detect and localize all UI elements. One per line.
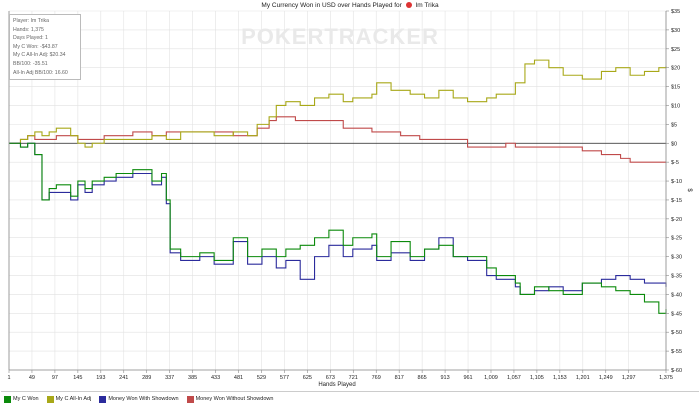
- y-tick-label: $0: [671, 141, 677, 147]
- y-tick-label: $-30: [671, 255, 682, 261]
- x-tick-label: 1,009: [484, 375, 498, 381]
- y-tick-label: $-55: [671, 349, 682, 355]
- x-tick-label: 289: [142, 375, 151, 381]
- x-tick-label: 721: [349, 375, 358, 381]
- x-tick-label: 97: [52, 375, 58, 381]
- x-tick-label: 193: [96, 375, 105, 381]
- x-tick-label: 1,249: [599, 375, 613, 381]
- stats-box: Player: Im Trika Hands: 1,375 Days Playe…: [9, 14, 81, 81]
- x-tick-label: 769: [372, 375, 381, 381]
- x-tick-label: 961: [463, 375, 472, 381]
- legend-item-nonshowdown[interactable]: Money Won Without Showdown: [186, 395, 274, 403]
- y-tick-label: $-60: [671, 368, 682, 374]
- axes: [8, 11, 667, 371]
- y-tick-label: $-45: [671, 311, 682, 317]
- x-tick-label: 433: [211, 375, 220, 381]
- stats-line: BB/100: -35.51: [13, 60, 48, 67]
- x-tick-label: 145: [73, 375, 82, 381]
- x-tick-label: 673: [326, 375, 335, 381]
- x-tick-label: 1,153: [553, 375, 567, 381]
- legend-label: My C All-In Adj: [55, 396, 92, 402]
- y-tick-label: $-40: [671, 292, 682, 298]
- series-lines: [9, 59, 667, 314]
- flag-icon: [405, 2, 412, 9]
- watermark: POKERTRACKER: [241, 24, 439, 49]
- y-tick-label: $-25: [671, 236, 682, 242]
- x-axis-label: Hands Played: [318, 382, 355, 388]
- x-tick-label: 1,201: [576, 375, 590, 381]
- x-tick-label: 1,297: [622, 375, 636, 381]
- y-axis-label: $: [686, 188, 692, 192]
- x-ticks: 1 49 97 145 193 241 289 337 385 433 481 529 577 625 67…: [7, 370, 673, 381]
- y-tick-label: $35: [671, 9, 680, 15]
- grid: [8, 10, 667, 371]
- y-tick-label: $-5: [671, 160, 679, 166]
- stats-line: All-In Adj BB/100: 16.60: [13, 69, 68, 76]
- y-tick-label: $25: [671, 47, 680, 53]
- x-tick-label: 1,105: [530, 375, 544, 381]
- stats-line: Hands: 1,375: [13, 26, 44, 33]
- x-tick-label: 241: [119, 375, 128, 381]
- y-tick-label: $10: [671, 103, 680, 109]
- legend-swatch: [4, 395, 11, 403]
- y-tick-label: $-10: [671, 179, 682, 185]
- x-tick-label: 337: [165, 375, 174, 381]
- legend: My C Won My C All-In Adj Money Won With …: [4, 393, 281, 405]
- x-tick-label: 1: [7, 375, 10, 381]
- legend-item-allin[interactable]: My C All-In Adj: [46, 395, 92, 403]
- stats-line: Days Played: 1: [13, 35, 48, 42]
- x-tick-label: 817: [395, 375, 404, 381]
- legend-item-won[interactable]: My C Won: [4, 395, 39, 403]
- y-ticks: $35 $30 $25 $20 $15 $10 $5 $0 $-5 $-10 $-15 $-20 $-2…: [666, 9, 682, 374]
- y-tick-label: $20: [671, 66, 680, 72]
- x-tick-label: 1,375: [659, 375, 673, 381]
- x-tick-label: 913: [440, 375, 449, 381]
- x-tick-label: 49: [29, 375, 35, 381]
- legend-swatch: [99, 395, 107, 403]
- legend-label: Money Won Without Showdown: [195, 396, 274, 402]
- x-tick-label: 865: [418, 375, 427, 381]
- legend-label: Money Won With Showdown: [108, 396, 179, 402]
- legend-label: My C Won: [13, 396, 39, 402]
- series-line-1: [9, 59, 667, 148]
- chart-title-prefix: My Currency Won in USD over Hands Played…: [261, 2, 402, 9]
- legend-item-showdown[interactable]: Money Won With Showdown: [99, 395, 179, 403]
- y-tick-label: $-15: [671, 198, 682, 204]
- series-line-0: [9, 142, 667, 314]
- x-tick-label: 385: [188, 375, 197, 381]
- y-tick-label: $-50: [671, 330, 682, 336]
- legend-swatch: [186, 395, 194, 403]
- y-tick-label: $-20: [671, 217, 682, 223]
- x-tick-label: 577: [280, 375, 289, 381]
- x-tick-label: 481: [234, 375, 243, 381]
- y-tick-label: $5: [671, 122, 677, 128]
- stats-line: Player: Im Trika: [13, 18, 50, 24]
- y-tick-label: $-35: [671, 274, 682, 280]
- x-tick-label: 625: [303, 375, 312, 381]
- legend-frame: [1, 391, 699, 407]
- legend-swatch: [46, 395, 54, 403]
- x-tick-label: 1,057: [507, 375, 521, 381]
- stats-line: My C All-In Adj: $20.34: [13, 52, 66, 59]
- chart-title-player: Im Trika: [415, 2, 439, 9]
- stats-line: My C Won: -$43.87: [13, 43, 58, 50]
- chart-title: My Currency Won in USD over Hands Played…: [0, 2, 700, 9]
- y-tick-label: $30: [671, 28, 680, 34]
- x-tick-label: 529: [257, 375, 266, 381]
- y-tick-label: $15: [671, 85, 680, 91]
